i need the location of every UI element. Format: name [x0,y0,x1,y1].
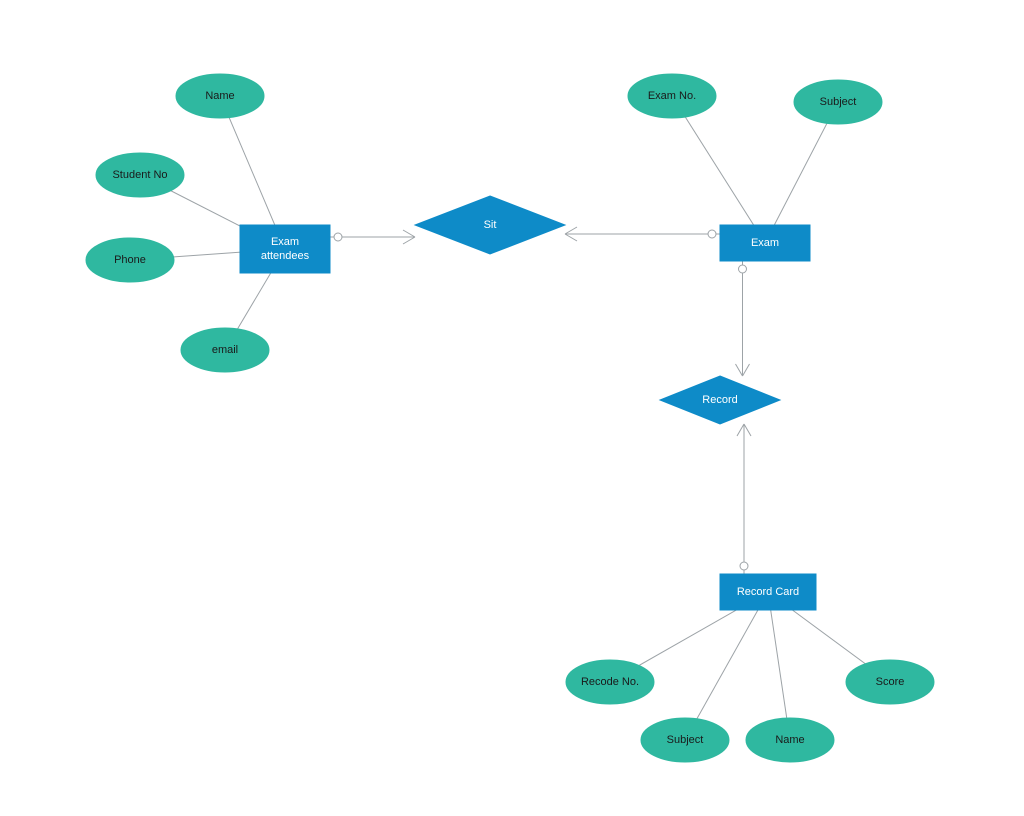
crow-foot [736,364,743,376]
cardinality-circle [739,265,747,273]
entity-label-exam_attendees-2: attendees [261,250,310,262]
crow-foot [743,364,750,376]
crow-foot [403,237,415,244]
crow-foot [744,424,751,436]
entity-label-exam: Exam [751,237,779,249]
entity-label-exam_attendees-1: Exam [271,236,299,248]
attribute-label-name1: Name [205,90,234,102]
attribute-label-recode_no: Recode No. [581,676,639,688]
attribute-label-subject1: Subject [820,96,857,108]
edges-layer [130,96,890,740]
crow-foot [565,227,577,234]
cardinality-circle [708,230,716,238]
attribute-label-subject2: Subject [667,734,704,746]
cardinality-circle [740,562,748,570]
attribute-label-phone: Phone [114,254,146,266]
attribute-label-email: email [212,344,238,356]
cardinality-circle [334,233,342,241]
crow-foot [737,424,744,436]
attribute-label-score: Score [876,676,905,688]
attribute-label-exam_no: Exam No. [648,90,696,102]
crow-foot [403,230,415,237]
er-diagram: Name Student No Phone email Exam No. Subject R… [0,0,1024,816]
shapes-layer: Name Student No Phone email Exam No. Subject R… [86,74,934,762]
attribute-label-name2: Name [775,734,804,746]
relationship-label-record: Record [702,394,737,406]
relationship-label-sit: Sit [484,219,497,231]
attribute-label-student_no: Student No [112,169,167,181]
entity-label-record_card: Record Card [737,586,799,598]
crow-foot [565,234,577,241]
attr-edge-subject2 [685,592,768,740]
attr-edge-exam_no [672,96,765,243]
